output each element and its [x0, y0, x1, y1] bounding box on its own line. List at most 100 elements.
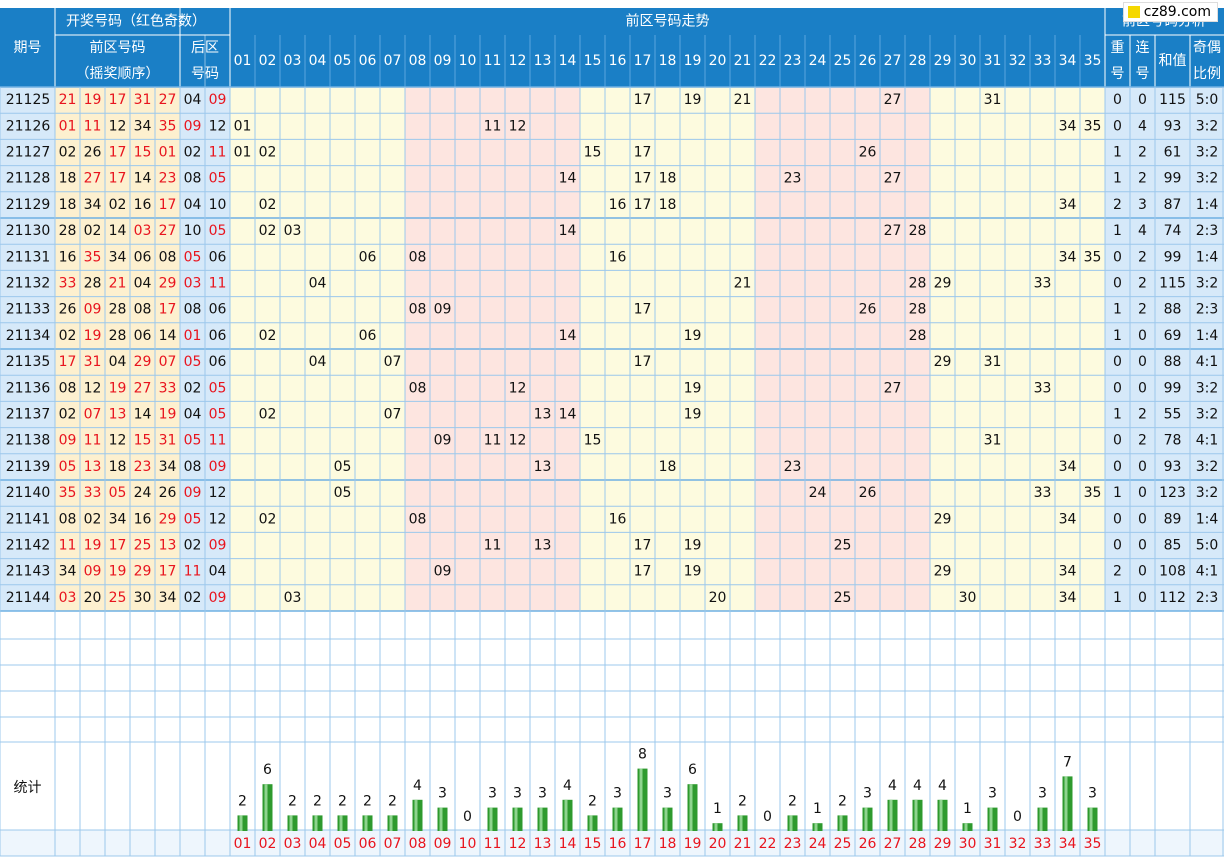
bottom-number-label: 34 [1059, 836, 1077, 852]
repeat-cell: 0 [1113, 354, 1122, 370]
sum-cell: 93 [1164, 118, 1182, 134]
trend-hit-cell: 33 [1034, 485, 1052, 501]
trend-hit-cell: 13 [534, 538, 552, 554]
front-number-cell: 35 [84, 249, 102, 265]
stat-bar-highlight [239, 815, 243, 831]
stat-value-label: 2 [838, 793, 847, 809]
front-number-cell: 11 [59, 538, 77, 554]
front-number-cell: 34 [109, 511, 127, 527]
trend-hit-cell: 35 [1084, 485, 1102, 501]
trend-number-header: 14 [559, 53, 577, 69]
consecutive-cell: 0 [1138, 380, 1147, 396]
sum-cell: 112 [1159, 590, 1186, 606]
stat-value-label: 2 [363, 793, 372, 809]
stat-bar-highlight [989, 807, 993, 831]
trend-hit-cell: 21 [734, 276, 752, 292]
odd-even-ratio-cell: 3:2 [1196, 407, 1219, 423]
stat-bar-highlight [839, 815, 843, 831]
trend-hit-cell: 34 [1059, 511, 1077, 527]
trend-hit-cell: 21 [734, 92, 752, 108]
trend-number-header: 24 [809, 53, 827, 69]
statistics-label: 统计 [14, 780, 42, 796]
stat-value-label: 1 [963, 801, 972, 817]
repeat-cell: 0 [1113, 92, 1122, 108]
front-number-cell: 05 [59, 459, 77, 475]
trend-hit-cell: 07 [384, 354, 402, 370]
trend-hit-cell: 14 [559, 407, 577, 423]
repeat-cell: 1 [1113, 171, 1122, 187]
back-number-cell: 08 [184, 302, 202, 318]
sum-cell: 115 [1159, 92, 1186, 108]
trend-hit-cell: 23 [784, 171, 802, 187]
stat-bar-highlight [964, 823, 968, 831]
bottom-number-label: 18 [659, 836, 677, 852]
front-number-cell: 14 [134, 171, 152, 187]
front-number-cell: 03 [59, 590, 77, 606]
consecutive-cell: 2 [1138, 145, 1147, 161]
front-number-cell: 18 [109, 459, 127, 475]
back-number-cell: 05 [184, 433, 202, 449]
analysis-col-header: 号 [1111, 66, 1125, 82]
trend-number-header: 03 [284, 53, 302, 69]
back-number-cell: 04 [209, 564, 227, 580]
bottom-number-label: 24 [809, 836, 827, 852]
trend-hit-cell: 11 [484, 538, 502, 554]
sum-cell: 99 [1164, 171, 1182, 187]
analysis-col-header: 连 [1136, 40, 1150, 56]
front-number-cell: 19 [84, 538, 102, 554]
front-zone-subheader: （摇奖顺序） [76, 65, 160, 82]
front-number-cell: 26 [59, 302, 77, 318]
front-number-cell: 16 [134, 511, 152, 527]
trend-hit-cell: 01 [234, 118, 252, 134]
odd-even-ratio-cell: 1:4 [1196, 511, 1219, 527]
stat-bar-highlight [539, 807, 543, 831]
trend-hit-cell: 29 [934, 564, 952, 580]
front-number-cell: 14 [134, 407, 152, 423]
trend-hit-cell: 04 [309, 276, 327, 292]
front-number-cell: 17 [109, 538, 127, 554]
stat-bar-highlight [339, 815, 343, 831]
front-number-cell: 03 [134, 223, 152, 239]
front-number-cell: 25 [109, 590, 127, 606]
back-number-cell: 11 [209, 276, 227, 292]
stat-bar-highlight [489, 807, 493, 831]
front-number-cell: 31 [84, 354, 102, 370]
trend-hit-cell: 02 [259, 145, 277, 161]
trend-number-header: 30 [959, 53, 977, 69]
back-number-cell: 05 [184, 511, 202, 527]
trend-hit-cell: 05 [334, 485, 352, 501]
front-number-cell: 34 [159, 590, 177, 606]
sum-cell: 99 [1164, 249, 1182, 265]
front-number-cell: 28 [109, 302, 127, 318]
bottom-number-label: 05 [334, 836, 352, 852]
trend-number-header: 17 [634, 53, 652, 69]
back-number-cell: 08 [184, 459, 202, 475]
repeat-cell: 0 [1113, 249, 1122, 265]
odd-even-ratio-cell: 4:1 [1196, 433, 1219, 449]
trend-hit-cell: 31 [984, 354, 1002, 370]
trend-hit-cell: 29 [934, 276, 952, 292]
trend-hit-cell: 05 [334, 459, 352, 475]
front-number-cell: 34 [59, 564, 77, 580]
front-number-cell: 15 [134, 145, 152, 161]
trend-hit-cell: 25 [834, 590, 852, 606]
sum-cell: 87 [1164, 197, 1182, 213]
front-number-cell: 30 [134, 590, 152, 606]
trend-hit-cell: 30 [959, 590, 977, 606]
front-number-cell: 20 [84, 590, 102, 606]
odd-even-ratio-cell: 3:2 [1196, 485, 1219, 501]
front-number-cell: 17 [159, 302, 177, 318]
consecutive-cell: 0 [1138, 459, 1147, 475]
repeat-cell: 1 [1113, 223, 1122, 239]
front-number-cell: 28 [84, 276, 102, 292]
front-number-cell: 33 [59, 276, 77, 292]
front-number-cell: 35 [159, 118, 177, 134]
consecutive-cell: 4 [1138, 223, 1147, 239]
back-number-cell: 01 [184, 328, 202, 344]
trend-hit-cell: 27 [884, 223, 902, 239]
bottom-number-label: 21 [734, 836, 752, 852]
trend-number-header: 01 [234, 53, 252, 69]
trend-hit-cell: 03 [284, 590, 302, 606]
trend-hit-cell: 14 [559, 223, 577, 239]
trend-number-header: 27 [884, 53, 902, 69]
